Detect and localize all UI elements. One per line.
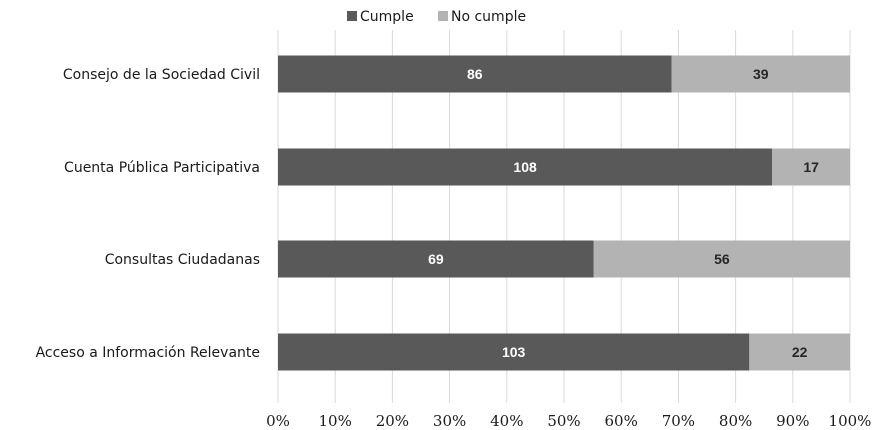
bar-segment bbox=[593, 240, 850, 278]
bar-segment bbox=[749, 333, 850, 371]
x-axis-ticks: 0% 10% 20% 30% 40% 50% 60% 70% 80% 90% 100% bbox=[266, 412, 871, 430]
legend-label: No cumple bbox=[451, 9, 526, 25]
category-label: Consultas Ciudadanas bbox=[105, 252, 260, 268]
x-tick-label: 70% bbox=[662, 412, 695, 430]
legend: Cumple No cumple bbox=[347, 9, 526, 25]
bar-segment bbox=[278, 333, 750, 371]
bar-value-label: 56 bbox=[714, 251, 730, 267]
category-label: Acceso a Información Relevante bbox=[36, 345, 260, 361]
x-tick-label: 50% bbox=[547, 412, 580, 430]
legend-swatch bbox=[438, 11, 448, 21]
legend-label: Cumple bbox=[360, 9, 414, 25]
legend-swatch bbox=[347, 11, 357, 21]
bar-segment bbox=[772, 148, 850, 186]
bar-value-label: 86 bbox=[467, 66, 483, 82]
bar-value-label: 69 bbox=[428, 251, 444, 267]
bar-segment bbox=[278, 148, 773, 186]
bar-value-label: 22 bbox=[792, 344, 808, 360]
x-tick-label: 80% bbox=[719, 412, 752, 430]
bar-segment bbox=[278, 240, 594, 278]
bar-segment bbox=[278, 55, 672, 93]
category-label: Consejo de la Sociedad Civil bbox=[63, 67, 260, 83]
x-tick-label: 20% bbox=[376, 412, 409, 430]
x-tick-label: 60% bbox=[605, 412, 638, 430]
category-labels: Consejo de la Sociedad Civil Cuenta Públi… bbox=[36, 67, 260, 361]
bar-segment bbox=[671, 55, 850, 93]
category-label: Cuenta Pública Participativa bbox=[64, 160, 260, 176]
bar-value-label: 103 bbox=[502, 344, 526, 360]
bar-value-label: 108 bbox=[513, 159, 537, 175]
bars: 86 39 108 17 69 56 103 22 bbox=[278, 55, 850, 371]
x-tick-label: 90% bbox=[776, 412, 809, 430]
x-tick-label: 40% bbox=[490, 412, 523, 430]
x-tick-label: 0% bbox=[266, 412, 290, 430]
x-tick-label: 10% bbox=[319, 412, 352, 430]
x-tick-label: 100% bbox=[829, 412, 872, 430]
x-tick-label: 30% bbox=[433, 412, 466, 430]
bar-value-label: 39 bbox=[753, 66, 769, 82]
bar-value-label: 17 bbox=[803, 159, 819, 175]
